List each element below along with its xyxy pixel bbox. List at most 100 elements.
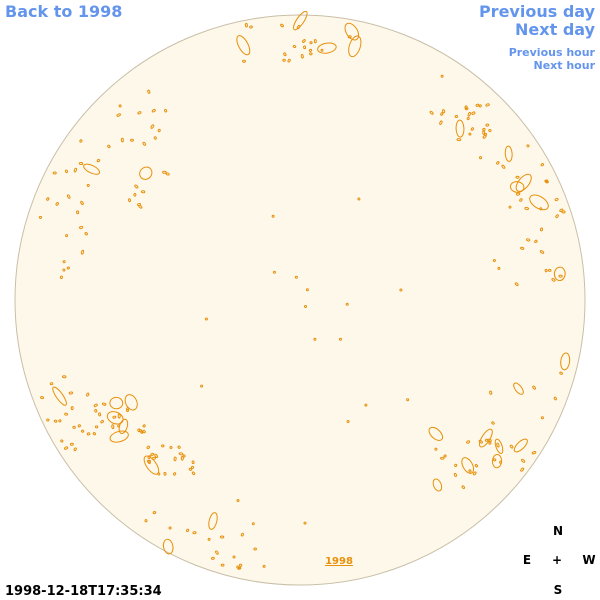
spot	[514, 282, 519, 287]
spot	[488, 128, 492, 133]
spot	[49, 382, 54, 386]
spot	[124, 394, 138, 411]
spot	[475, 103, 480, 107]
spot	[109, 430, 129, 443]
spot	[173, 472, 177, 476]
spot	[303, 521, 307, 525]
next-day-link[interactable]: Next day	[515, 20, 596, 39]
spot	[168, 526, 172, 530]
spot	[287, 58, 291, 63]
spot	[60, 439, 64, 443]
previous-hour-link[interactable]: Previous hour	[509, 46, 596, 59]
spot	[293, 10, 308, 31]
spot	[305, 288, 309, 292]
spot	[456, 138, 462, 142]
spot	[188, 467, 193, 471]
spot	[461, 485, 466, 490]
spot	[454, 463, 458, 468]
spot	[454, 114, 459, 119]
back-link[interactable]: Back to 1998	[5, 2, 122, 21]
spot	[180, 455, 184, 461]
spot	[296, 24, 301, 30]
spot	[76, 210, 80, 215]
spot	[111, 424, 115, 430]
spot	[482, 127, 486, 131]
year-label[interactable]: 1998	[325, 556, 353, 567]
spot	[162, 538, 174, 555]
spot	[345, 302, 349, 306]
spot	[236, 499, 240, 502]
spot	[80, 200, 84, 206]
next-hour-link[interactable]: Next hour	[534, 59, 596, 72]
spot	[551, 278, 556, 282]
spot	[558, 274, 563, 278]
spot	[406, 398, 410, 402]
spot	[77, 424, 81, 428]
spot	[443, 454, 447, 458]
spot	[320, 48, 324, 52]
spot	[249, 25, 253, 29]
spot	[107, 144, 111, 149]
spot	[520, 467, 525, 472]
spot	[504, 145, 513, 162]
spot	[64, 412, 69, 416]
spot	[173, 456, 177, 462]
spot	[467, 111, 472, 117]
spot	[154, 453, 159, 458]
spot	[146, 445, 151, 450]
spot	[346, 420, 350, 423]
spot	[192, 531, 197, 535]
spot	[78, 225, 84, 230]
spot	[137, 111, 142, 115]
spot	[526, 144, 530, 148]
spot	[501, 164, 506, 169]
spot	[62, 260, 66, 264]
spot	[485, 123, 490, 127]
spot	[126, 407, 130, 411]
spot	[555, 214, 559, 219]
spot	[120, 137, 124, 143]
spot	[73, 167, 78, 173]
spot	[559, 371, 563, 375]
spot	[186, 528, 190, 533]
spot	[399, 288, 403, 292]
spot	[532, 385, 536, 390]
spot	[272, 270, 276, 274]
spot	[78, 161, 84, 166]
spot	[300, 54, 304, 59]
spot	[466, 440, 471, 444]
spot	[294, 275, 298, 279]
previous-day-link[interactable]: Previous day	[479, 2, 596, 21]
spot	[461, 457, 475, 474]
spot	[519, 198, 523, 202]
spot	[466, 116, 470, 121]
spot	[200, 384, 204, 388]
spot	[161, 444, 165, 448]
spot	[482, 134, 487, 139]
spot	[117, 424, 121, 428]
spot	[496, 161, 500, 165]
spot	[489, 390, 493, 395]
spot	[470, 127, 475, 131]
spot	[236, 35, 251, 56]
spot	[240, 532, 244, 537]
spot	[453, 472, 458, 477]
spot	[482, 130, 486, 135]
spot	[133, 192, 137, 197]
spot	[116, 113, 121, 117]
spot	[62, 268, 66, 272]
spot	[440, 74, 444, 78]
spot	[491, 421, 495, 425]
spot	[442, 109, 446, 114]
spot	[347, 35, 352, 39]
spot	[553, 396, 557, 401]
spot	[55, 202, 59, 206]
spot	[317, 42, 337, 54]
spot	[302, 39, 306, 43]
spot	[219, 535, 225, 539]
spot	[237, 566, 242, 570]
spot	[440, 456, 445, 460]
spot	[529, 194, 549, 211]
spot	[142, 424, 146, 428]
spot	[207, 537, 211, 541]
